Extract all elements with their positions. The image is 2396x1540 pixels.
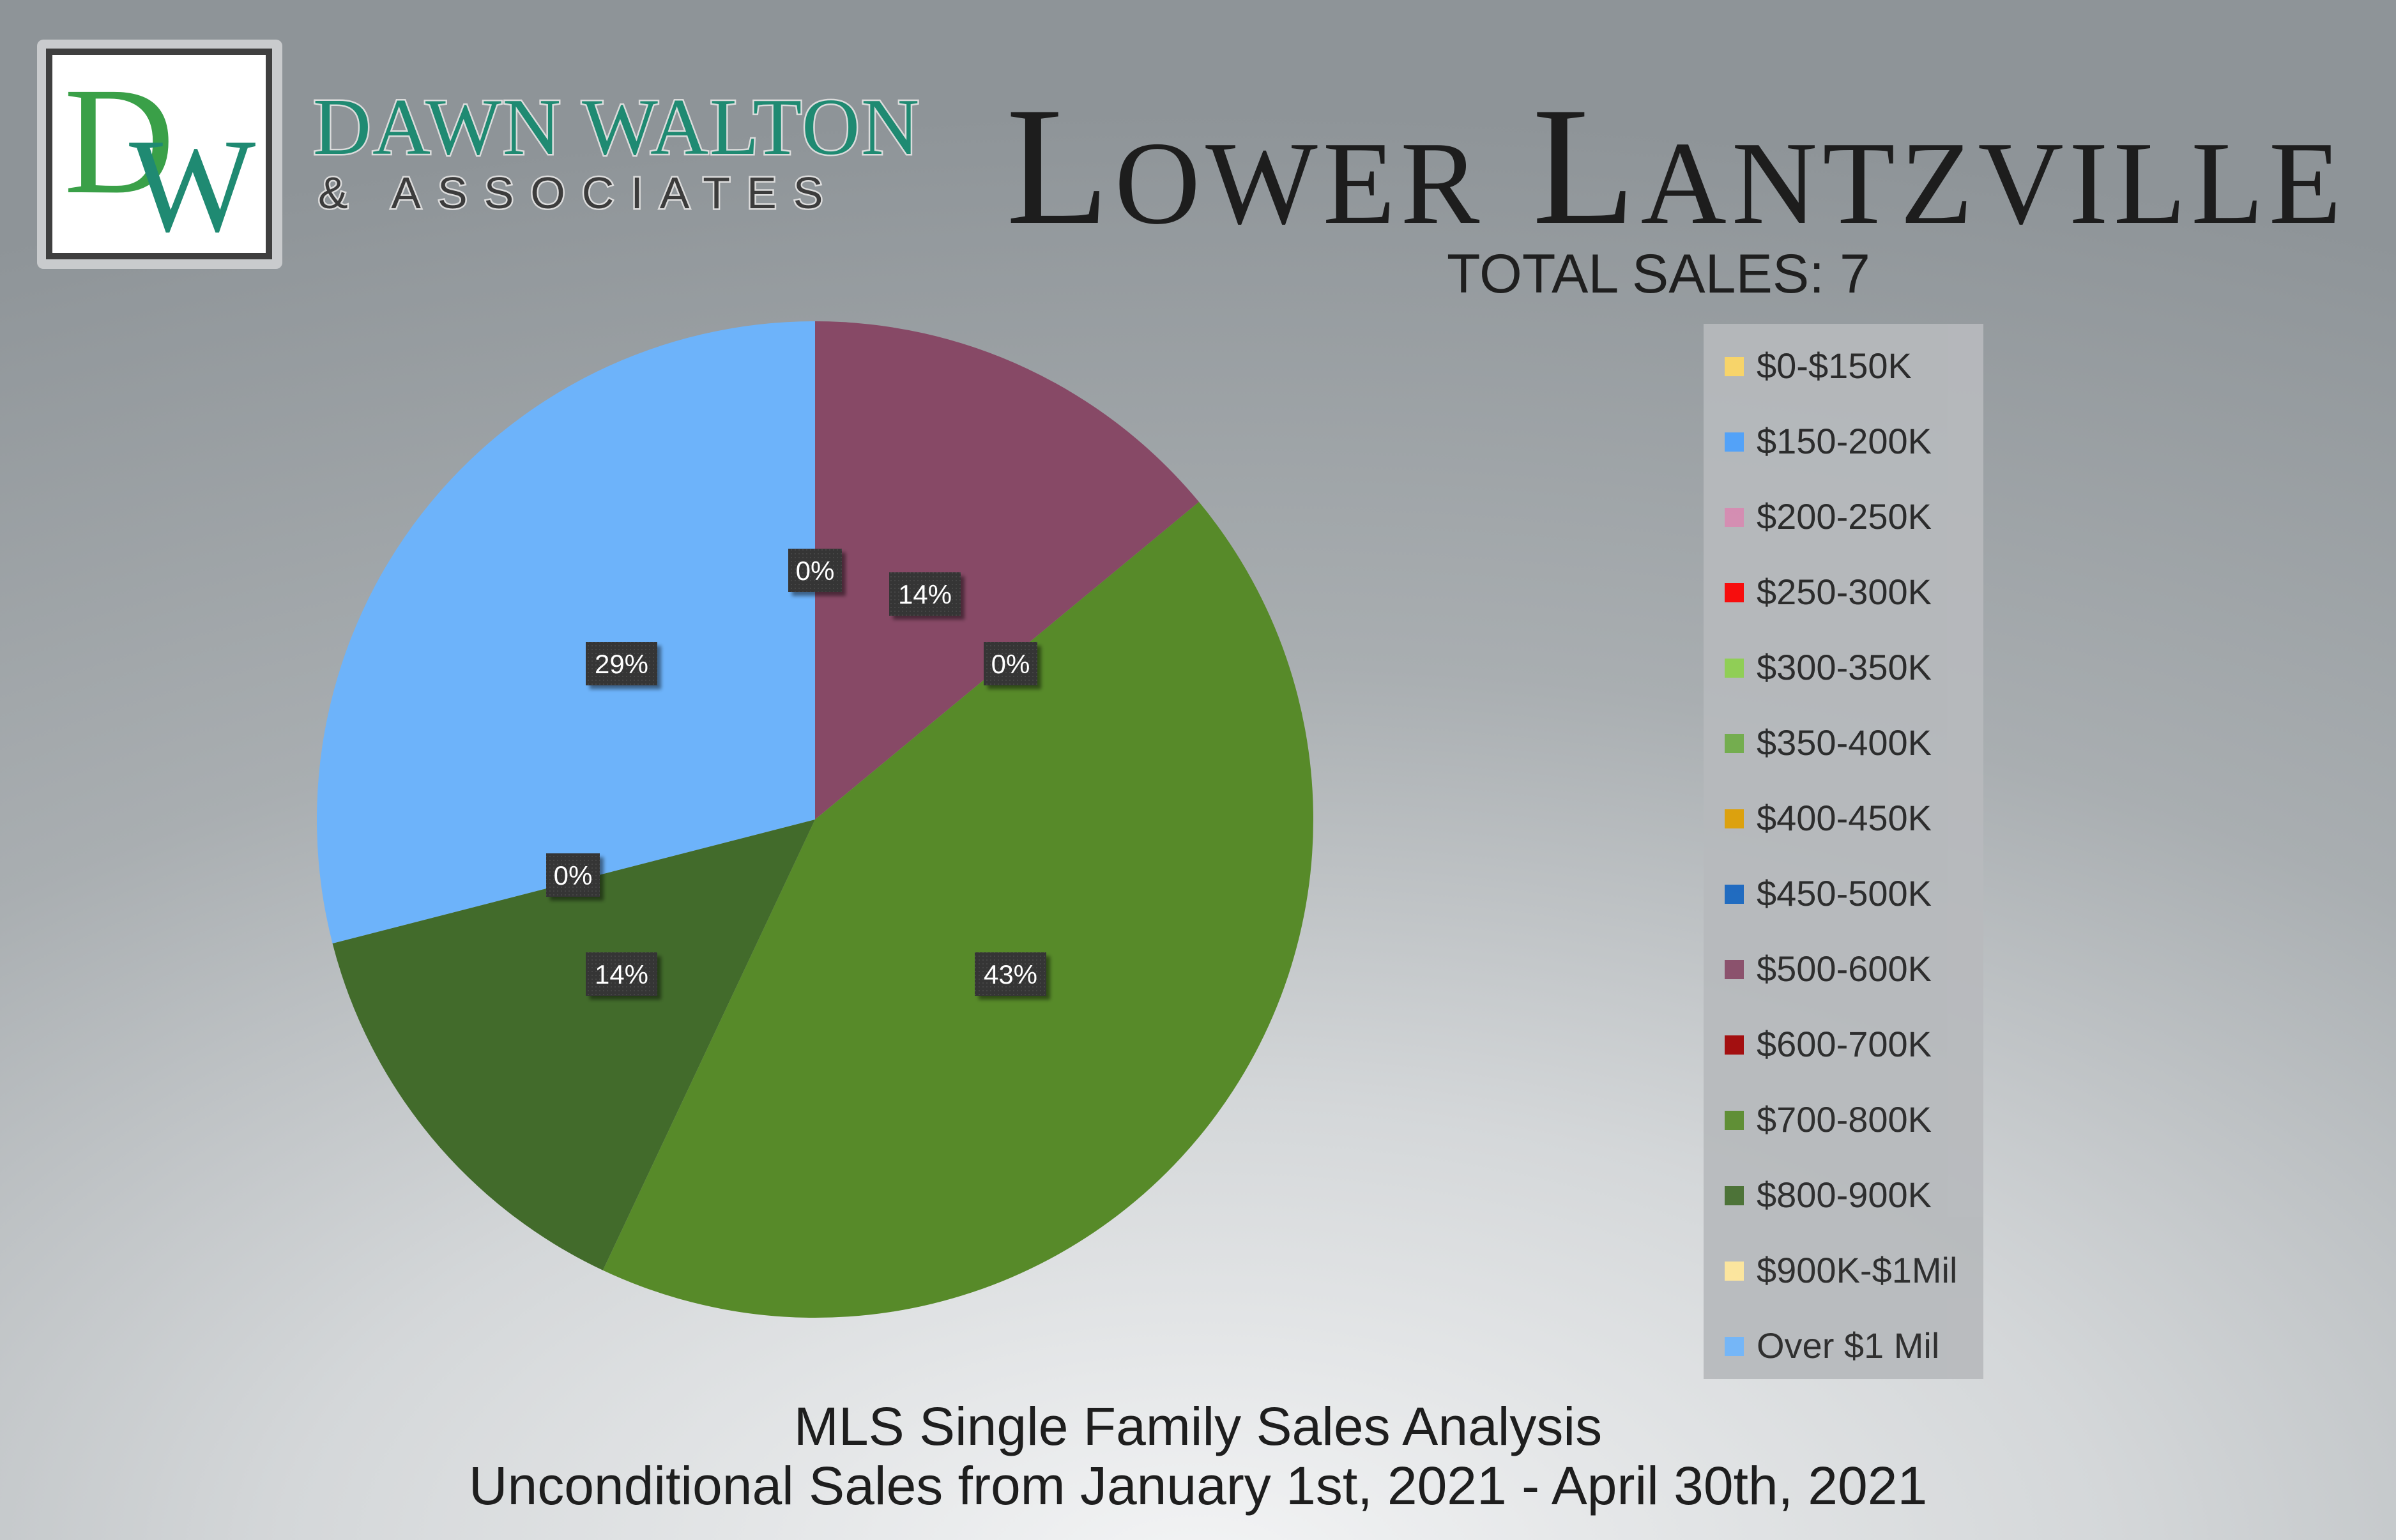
data-label-box: [889, 572, 961, 616]
legend-swatch: [1725, 809, 1744, 828]
data-label-800-900k: 14%: [586, 952, 657, 996]
legend-label: $250-300K: [1757, 572, 1932, 612]
data-label-text: 0%: [554, 860, 593, 890]
legend-swatch: [1725, 960, 1744, 979]
pie-slice-800-900k: [332, 820, 815, 1270]
logo-letter-d: D: [64, 56, 174, 225]
legend-swatch: [1725, 734, 1744, 753]
logo-monogram: D W: [64, 56, 256, 260]
data-label-box: [984, 642, 1037, 685]
page-title: Lower Lantzville: [1006, 73, 2347, 260]
legend-swatch: [1725, 1186, 1744, 1205]
data-label-box: [788, 549, 842, 592]
total-sales: TOTAL SALES: 7: [1447, 243, 1870, 305]
legend-swatch: [1725, 583, 1744, 602]
brand-subtitle: & ASSOCIATES: [316, 167, 840, 220]
legend-swatch: [1725, 1111, 1744, 1130]
data-label-text: 0%: [991, 649, 1030, 679]
data-label-text: 14%: [595, 959, 648, 989]
data-label-box: [975, 952, 1046, 996]
data-label-700-800k: 43%: [975, 952, 1046, 996]
legend-swatch: [1725, 357, 1744, 376]
legend-label: $350-400K: [1757, 722, 1932, 763]
legend-swatch: [1725, 432, 1744, 452]
data-label-box: [586, 952, 657, 996]
legend-label: $0-$150K: [1757, 346, 1912, 386]
legend-label: $700-800K: [1757, 1099, 1932, 1140]
data-label-600-700k: 0%: [984, 642, 1037, 685]
legend: $0-$150K $150-200K $200-250K $250-300K $300-…: [1704, 324, 1983, 1379]
legend-swatch: [1725, 659, 1744, 678]
legend-swatch: [1725, 1262, 1744, 1281]
legend-label: $400-450K: [1757, 798, 1932, 838]
data-label-box: [586, 642, 657, 685]
data-label-text: 14%: [898, 579, 952, 609]
data-label-over-1-mil: 29%: [586, 642, 657, 685]
data-label-text: 0%: [796, 556, 835, 586]
legend-swatch: [1725, 508, 1744, 527]
legend-label: $500-600K: [1757, 949, 1932, 989]
pie-data-labels: 0% 14% 0% 43% 14% 0% 29%: [546, 549, 1046, 996]
legend-label: $900K-$1Mil: [1757, 1250, 1958, 1290]
legend-label: $800-900K: [1757, 1175, 1932, 1215]
chart-footer-title: MLS Single Family Sales Analysis: [793, 1396, 1603, 1456]
data-label-text: 29%: [595, 649, 648, 679]
legend-label: $150-200K: [1757, 421, 1932, 461]
data-label-text: 43%: [984, 959, 1037, 989]
data-label-500-600k: 14%: [889, 572, 961, 616]
legend-swatch: [1725, 1337, 1744, 1356]
data-label-450-500k: 0%: [788, 549, 842, 592]
legend-label: Over $1 Mil: [1757, 1325, 1940, 1366]
legend-label: $300-350K: [1757, 647, 1932, 687]
pie-slice-700-800k: [602, 501, 1314, 1318]
legend-swatch: [1725, 1035, 1744, 1055]
logo-letter-w: W: [129, 112, 256, 253]
chart-footer-subtitle: Unconditional Sales from January 1st, 20…: [468, 1456, 1928, 1516]
brand-name: DAWN WALTON: [311, 82, 921, 174]
pie-slices: [317, 321, 1314, 1318]
logo-monogram-frame: D W: [46, 49, 272, 260]
legend-label: $600-700K: [1757, 1024, 1932, 1064]
legend-swatch: [1725, 885, 1744, 904]
pie-slice-500-600k: [815, 321, 1199, 820]
data-label-900k-1mil: 0%: [546, 853, 600, 897]
legend-label: $200-250K: [1757, 496, 1932, 537]
logo: D W: [37, 40, 282, 269]
pie-slice-over-1-mil: [317, 321, 816, 943]
data-label-box: [546, 853, 600, 897]
legend-label: $450-500K: [1757, 873, 1932, 913]
